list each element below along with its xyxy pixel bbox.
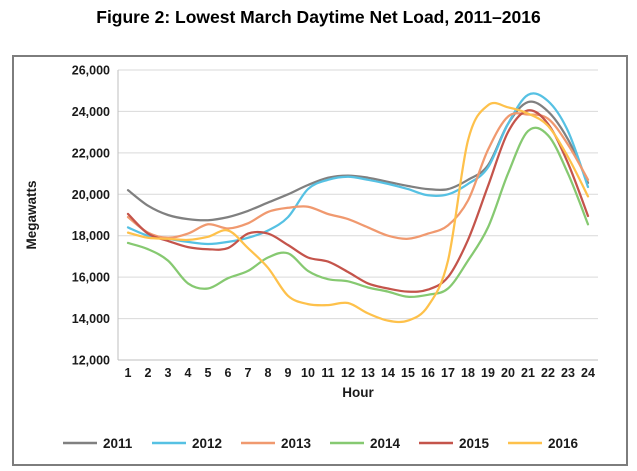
series-line-2014 [126, 126, 590, 299]
x-axis-title: Hour [342, 385, 374, 400]
legend-item-2016: 2016 [508, 436, 579, 451]
x-tick-label: 20 [501, 366, 515, 380]
y-tick-label: 20,000 [72, 188, 110, 202]
legend-item-2014: 2014 [330, 436, 401, 451]
x-tick-label: 7 [245, 366, 252, 380]
x-tick-label: 18 [461, 366, 475, 380]
x-tick-label: 24 [581, 366, 595, 380]
x-tick-label: 8 [265, 366, 272, 380]
legend-item-2013: 2013 [241, 436, 312, 451]
y-tick-label: 12,000 [72, 354, 110, 368]
x-tick-label: 19 [481, 366, 495, 380]
x-tick-label: 21 [521, 366, 535, 380]
legend-item-2012: 2012 [152, 436, 222, 451]
y-tick-label: 26,000 [72, 64, 110, 78]
series-line-2016 [126, 101, 590, 324]
x-tick-label: 10 [301, 366, 315, 380]
legend-label-2013: 2013 [281, 436, 312, 451]
y-tick-label: 18,000 [72, 229, 110, 243]
x-tick-label: 17 [441, 366, 455, 380]
figure-title: Figure 2: Lowest March Daytime Net Load,… [96, 7, 541, 27]
y-tick-label: 22,000 [72, 146, 110, 160]
x-tick-label: 1 [125, 366, 132, 380]
x-tick-label: 3 [165, 366, 172, 380]
x-tick-label: 23 [561, 366, 575, 380]
y-tick-label: 14,000 [72, 312, 110, 326]
legend-item-2015: 2015 [419, 436, 490, 451]
legend-label-2011: 2011 [103, 436, 133, 451]
x-tick-label: 13 [361, 366, 375, 380]
legend-item-2011: 2011 [63, 436, 133, 451]
x-tick-label: 22 [541, 366, 555, 380]
y-tick-label: 24,000 [72, 105, 110, 119]
series-line-2013 [126, 112, 590, 240]
legend-label-2012: 2012 [192, 436, 222, 451]
x-tick-label: 6 [225, 366, 232, 380]
line-chart-svg: 12,000 14,000 16,000 18,000 20,000 22,000 24,0… [24, 64, 598, 451]
x-tick-label: 16 [421, 366, 435, 380]
series-line-2012 [126, 92, 590, 246]
legend-label-2016: 2016 [548, 436, 579, 451]
chart-area: 12,000 14,000 16,000 18,000 20,000 22,000 24,0… [12, 55, 628, 466]
legend-label-2015: 2015 [459, 436, 490, 451]
x-tick-label: 11 [321, 366, 334, 380]
x-tick-label: 5 [205, 366, 212, 380]
x-tick-label: 2 [145, 366, 152, 380]
series-line-2011 [126, 100, 590, 222]
x-tick-label: 4 [185, 366, 192, 380]
legend-label-2014: 2014 [370, 436, 401, 451]
x-tick-label: 14 [381, 366, 395, 380]
x-tick-label: 15 [401, 366, 415, 380]
x-tick-label: 12 [341, 366, 355, 380]
series-line-2015 [126, 109, 590, 293]
y-tick-label: 16,000 [72, 271, 110, 285]
y-axis-title: Megawatts [24, 180, 39, 249]
x-tick-label: 9 [285, 366, 292, 380]
